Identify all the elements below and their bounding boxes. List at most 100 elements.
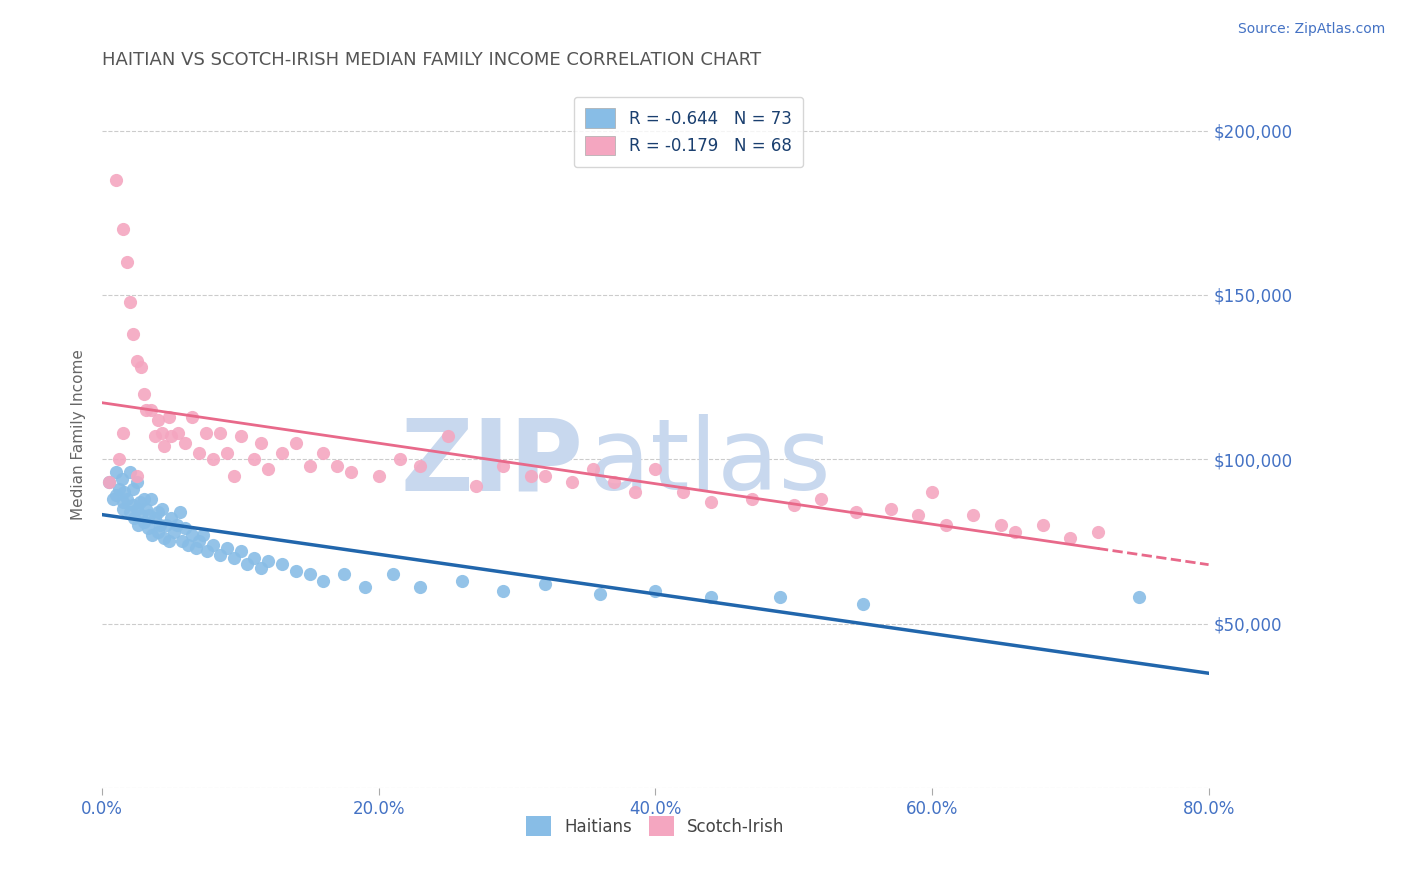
Point — [1004, 524, 1026, 539]
Point — [153, 439, 176, 453]
Point — [157, 534, 180, 549]
Point — [257, 462, 280, 476]
Point — [174, 521, 197, 535]
Point — [243, 550, 266, 565]
Point — [208, 425, 231, 440]
Point — [533, 468, 555, 483]
Point — [699, 591, 721, 605]
Point — [111, 222, 134, 236]
Point — [243, 452, 266, 467]
Point — [194, 425, 217, 440]
Point — [381, 567, 404, 582]
Point — [672, 485, 695, 500]
Point — [1087, 524, 1109, 539]
Point — [135, 403, 157, 417]
Point — [181, 409, 204, 424]
Point — [115, 491, 138, 506]
Point — [250, 435, 273, 450]
Point — [132, 386, 155, 401]
Point — [582, 462, 605, 476]
Point — [153, 531, 176, 545]
Point — [139, 403, 162, 417]
Point — [112, 485, 135, 500]
Point — [990, 518, 1012, 533]
Point — [450, 574, 472, 588]
Point — [188, 534, 211, 549]
Point — [193, 528, 215, 542]
Point — [298, 567, 321, 582]
Point — [492, 583, 515, 598]
Point — [150, 425, 173, 440]
Y-axis label: Median Family Income: Median Family Income — [72, 349, 86, 520]
Point — [143, 511, 166, 525]
Point — [236, 558, 259, 572]
Point — [115, 255, 138, 269]
Point — [333, 567, 356, 582]
Point — [188, 445, 211, 459]
Point — [699, 495, 721, 509]
Point — [284, 435, 307, 450]
Point — [962, 508, 984, 522]
Point — [603, 475, 626, 490]
Point — [589, 587, 612, 601]
Point — [340, 466, 363, 480]
Point — [623, 485, 645, 500]
Point — [129, 508, 152, 522]
Point — [108, 482, 131, 496]
Point — [150, 501, 173, 516]
Point — [129, 360, 152, 375]
Point — [250, 560, 273, 574]
Point — [215, 541, 238, 555]
Point — [111, 495, 134, 509]
Text: ZIP: ZIP — [401, 415, 583, 511]
Point — [160, 511, 183, 525]
Point — [208, 548, 231, 562]
Point — [141, 528, 163, 542]
Point — [186, 541, 208, 555]
Point — [172, 534, 194, 549]
Point — [644, 462, 666, 476]
Point — [201, 538, 224, 552]
Point — [229, 429, 252, 443]
Point — [136, 521, 159, 535]
Point — [271, 558, 294, 572]
Point — [222, 468, 245, 483]
Point — [160, 429, 183, 443]
Point — [1128, 591, 1150, 605]
Point — [127, 518, 149, 533]
Point — [125, 501, 148, 516]
Text: Source: ZipAtlas.com: Source: ZipAtlas.com — [1237, 22, 1385, 37]
Point — [174, 435, 197, 450]
Point — [298, 458, 321, 473]
Point — [146, 413, 169, 427]
Point — [326, 458, 349, 473]
Point — [644, 583, 666, 598]
Point — [1032, 518, 1054, 533]
Point — [169, 505, 191, 519]
Point — [312, 574, 335, 588]
Point — [121, 327, 143, 342]
Point — [132, 515, 155, 529]
Point — [98, 475, 121, 490]
Point — [139, 491, 162, 506]
Point — [135, 501, 157, 516]
Point — [121, 498, 143, 512]
Point — [166, 518, 188, 533]
Point — [852, 597, 875, 611]
Point — [492, 458, 515, 473]
Point — [464, 478, 486, 492]
Point — [125, 353, 148, 368]
Point — [128, 495, 150, 509]
Point — [157, 409, 180, 424]
Point — [105, 488, 128, 502]
Point — [118, 505, 141, 519]
Point — [138, 508, 160, 522]
Point — [118, 466, 141, 480]
Point — [111, 501, 134, 516]
Point — [105, 173, 128, 187]
Point — [312, 445, 335, 459]
Point — [132, 491, 155, 506]
Point — [111, 425, 134, 440]
Point — [409, 458, 432, 473]
Point — [167, 425, 190, 440]
